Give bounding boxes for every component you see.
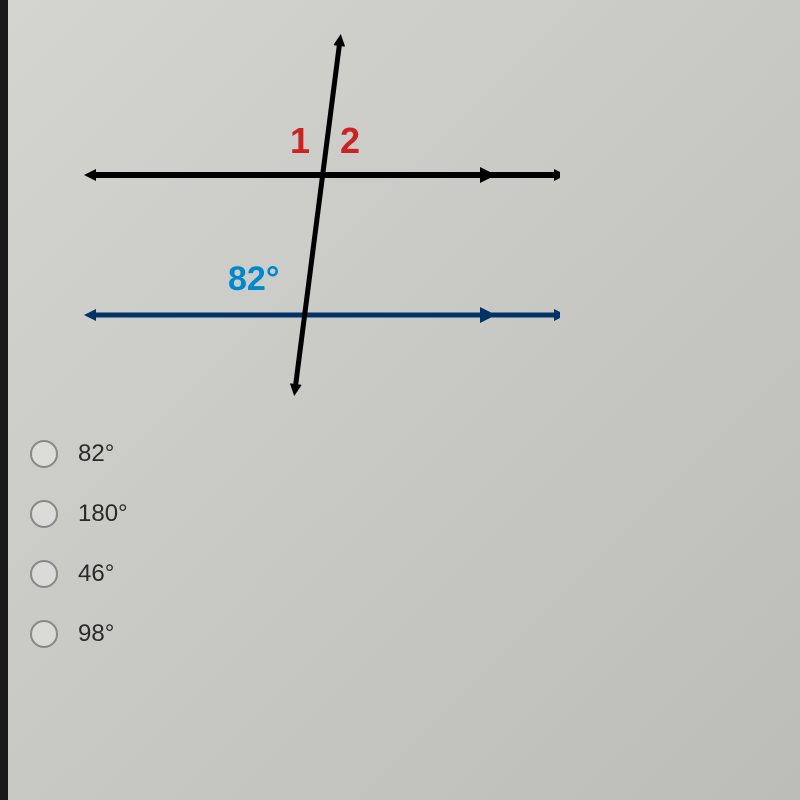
- angle-label-82: 82°: [228, 260, 279, 299]
- answer-options: 82° 180° 46° 98°: [30, 440, 128, 680]
- direction-tick-2: [480, 307, 496, 323]
- option-label: 180°: [78, 500, 128, 528]
- diagram-svg: [60, 20, 560, 400]
- radio-icon: [30, 500, 58, 528]
- option-c[interactable]: 46°: [30, 560, 128, 588]
- option-label: 82°: [78, 440, 114, 468]
- option-label: 98°: [78, 620, 114, 648]
- direction-tick-1: [480, 167, 496, 183]
- radio-icon: [30, 440, 58, 468]
- angle-label-1: 1: [290, 120, 310, 162]
- angle-label-2: 2: [340, 120, 360, 162]
- option-d[interactable]: 98°: [30, 620, 128, 648]
- geometry-diagram: 1 2 82°: [60, 20, 560, 400]
- option-label: 46°: [78, 560, 114, 588]
- transversal-line: [295, 40, 340, 390]
- option-a[interactable]: 82°: [30, 440, 128, 468]
- option-b[interactable]: 180°: [30, 500, 128, 528]
- radio-icon: [30, 560, 58, 588]
- radio-icon: [30, 620, 58, 648]
